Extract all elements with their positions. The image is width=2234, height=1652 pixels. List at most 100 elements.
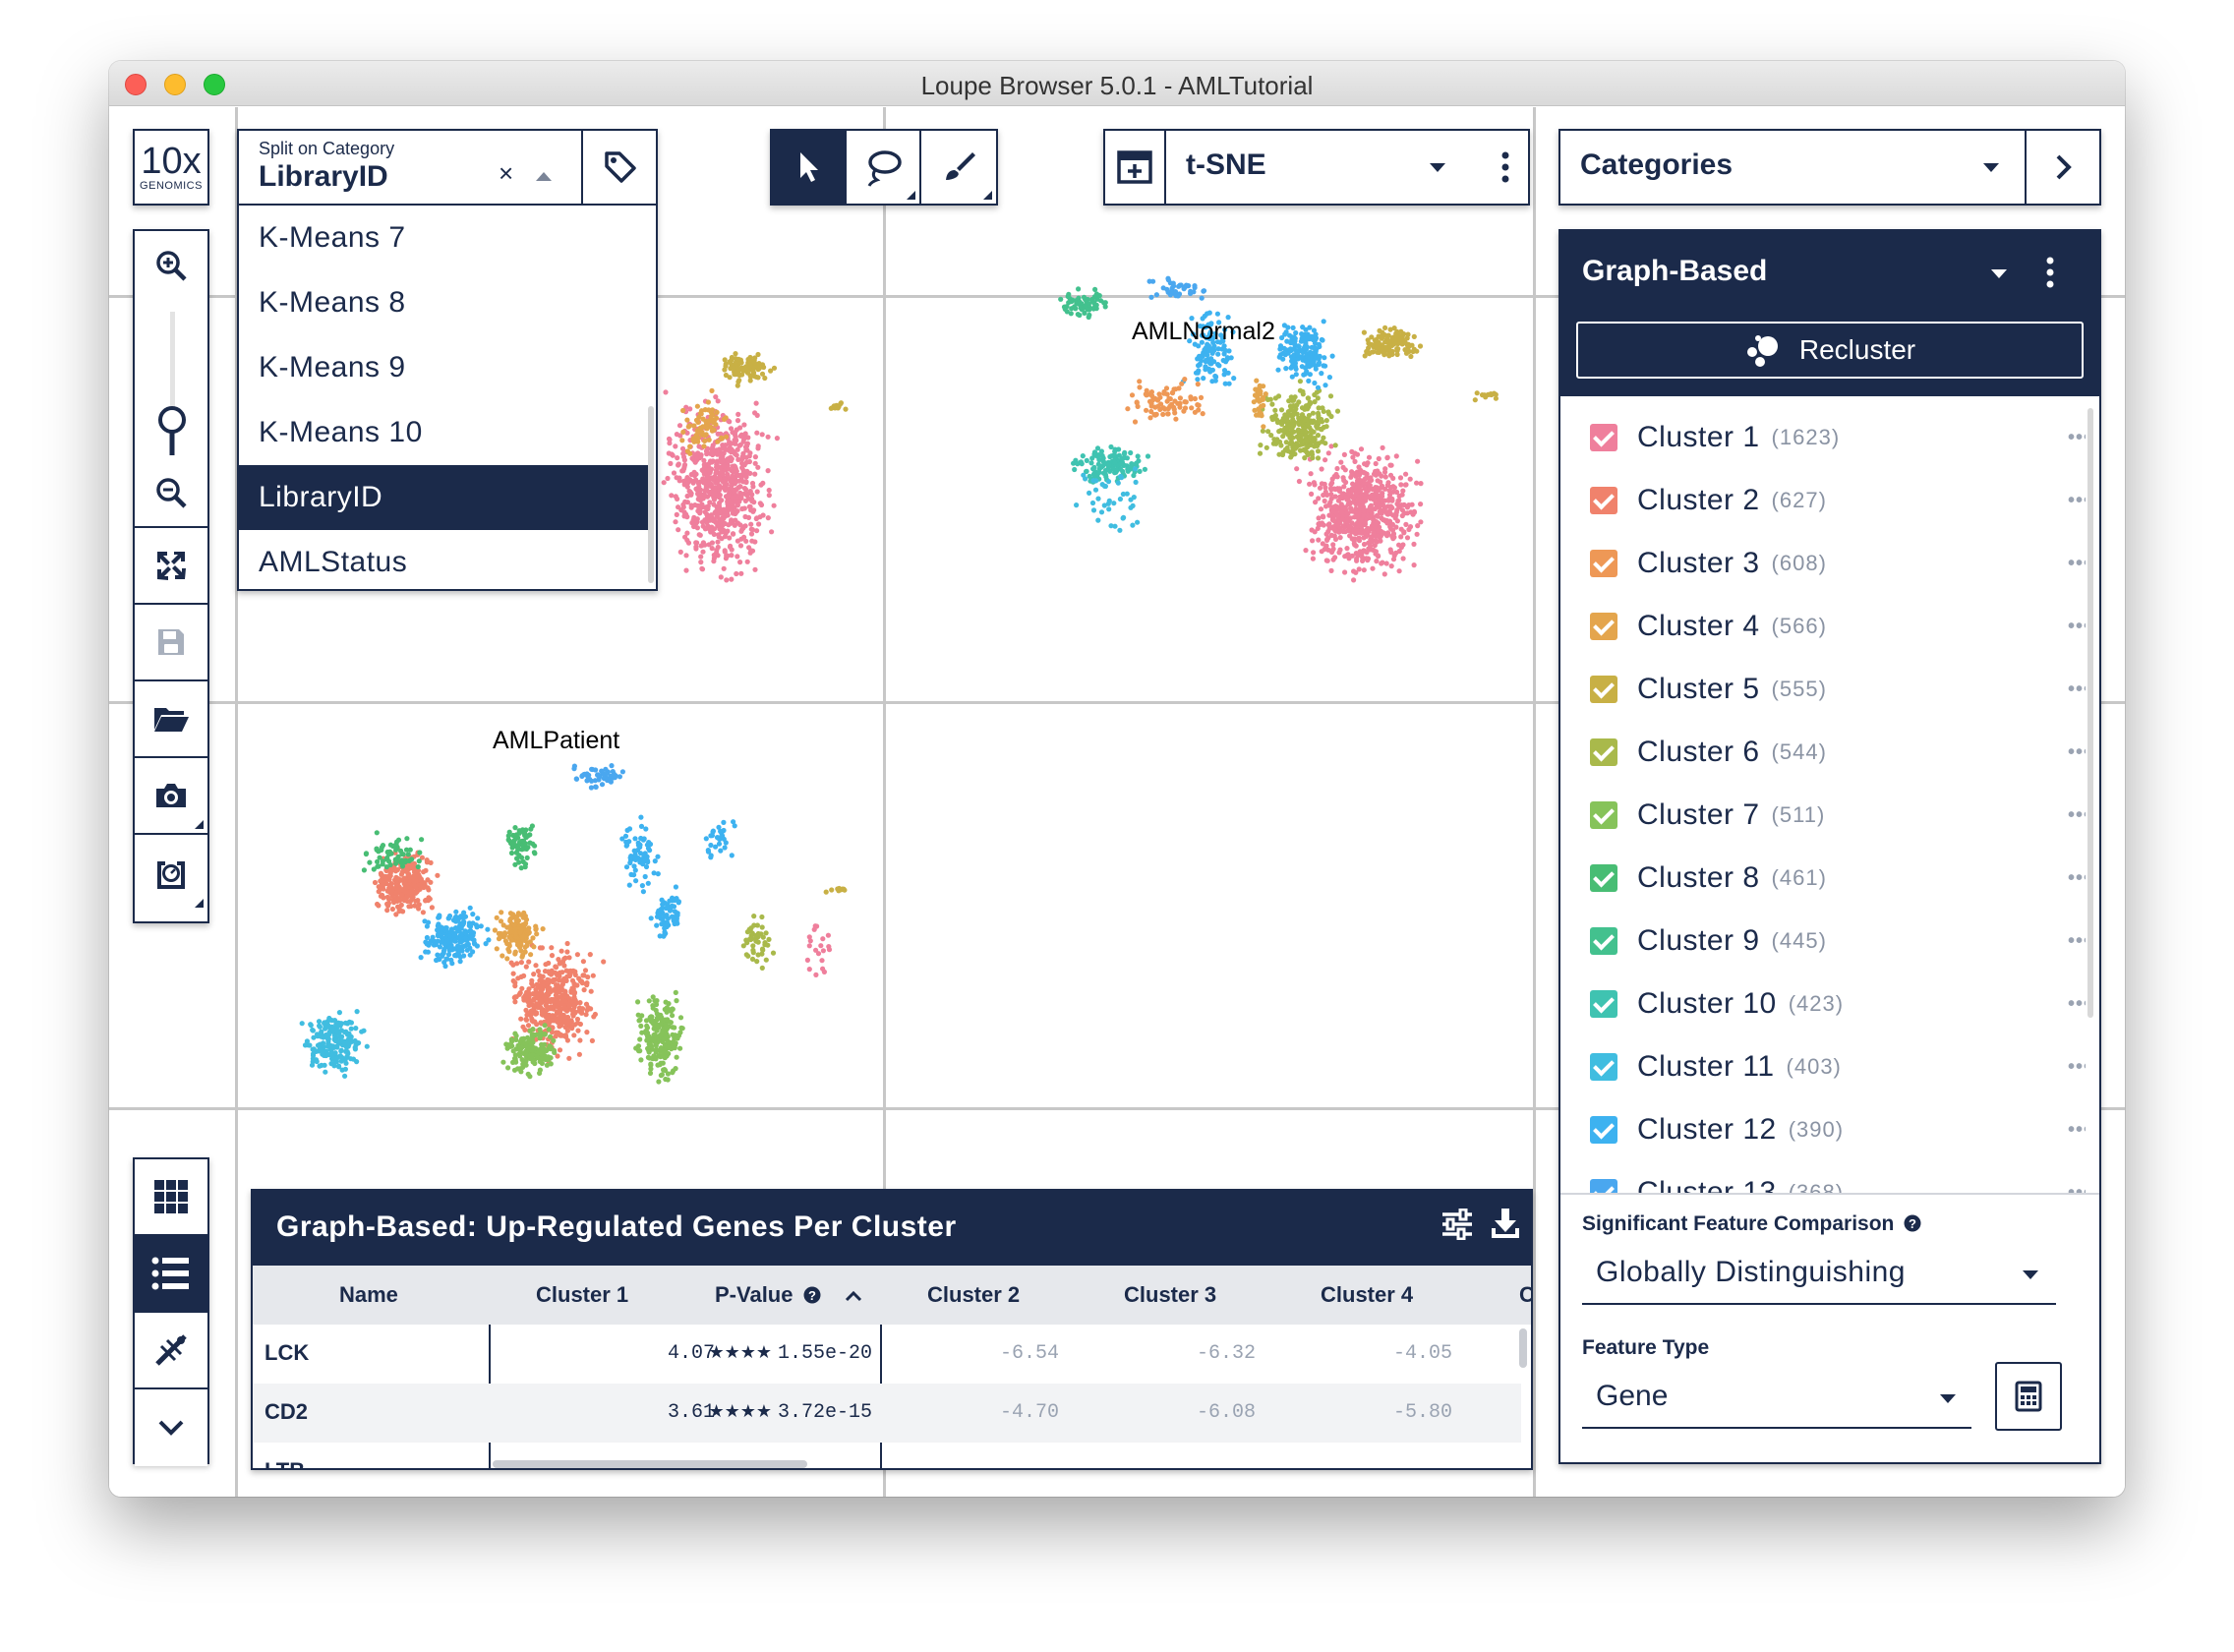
cluster-checkbox[interactable] — [1590, 424, 1617, 451]
zoom-out-button[interactable] — [135, 459, 207, 528]
cluster-name[interactable]: Cluster 1 — [1637, 421, 1760, 453]
cluster-checkbox[interactable] — [1590, 738, 1617, 766]
cluster-row[interactable]: Cluster 2 (627) ••• — [1590, 469, 2086, 532]
more-options-icon[interactable]: ••• — [2067, 803, 2086, 826]
cluster-name[interactable]: Cluster 6 — [1637, 736, 1760, 768]
pointer-tool-button[interactable] — [772, 131, 847, 204]
table-vertical-scrollbar[interactable] — [1519, 1328, 1527, 1368]
kebab-menu-icon[interactable] — [2046, 257, 2054, 288]
cluster-row[interactable]: Cluster 12 (390) ••• — [1590, 1098, 2086, 1161]
cluster-row[interactable]: Cluster 4 (566) ••• — [1590, 595, 2086, 658]
help-icon[interactable]: ? — [803, 1286, 821, 1304]
filter-sliders-icon[interactable] — [1440, 1209, 1474, 1240]
sig-comparison-select[interactable]: Globally Distinguishing — [1582, 1244, 2056, 1305]
cluster-row[interactable]: Cluster 10 (423) ••• — [1590, 973, 2086, 1035]
cluster-name[interactable]: Cluster 12 — [1637, 1113, 1777, 1146]
cluster-row[interactable]: Cluster 9 (445) ••• — [1590, 910, 2086, 973]
split-category-select[interactable]: Split on Category LibraryID × — [239, 131, 583, 206]
cluster-name[interactable]: Cluster 7 — [1637, 798, 1760, 831]
col-header-cluster1[interactable]: Cluster 1 — [536, 1282, 629, 1307]
cluster-checkbox[interactable] — [1590, 676, 1617, 703]
cluster-row[interactable]: Cluster 11 (403) ••• — [1590, 1035, 2086, 1098]
minimize-window-button[interactable] — [164, 74, 186, 95]
grid-view-button[interactable] — [135, 1159, 207, 1236]
cluster-name[interactable]: Cluster 9 — [1637, 924, 1760, 957]
collapse-button[interactable] — [135, 1389, 207, 1466]
screenshot-button[interactable] — [135, 758, 207, 835]
split-option-selected[interactable]: LibraryID — [239, 465, 648, 530]
cluster-name[interactable]: Cluster 10 — [1637, 987, 1777, 1020]
collapse-panel-button[interactable] — [2027, 131, 2101, 204]
genomic-tools-button[interactable] — [135, 1313, 207, 1389]
cluster-checkbox[interactable] — [1590, 1179, 1617, 1193]
caret-up-icon[interactable] — [534, 170, 554, 182]
cluster-name[interactable]: Cluster 4 — [1637, 610, 1760, 642]
table-horizontal-scrollbar[interactable] — [493, 1460, 807, 1468]
more-options-icon[interactable]: ••• — [2067, 866, 2086, 889]
cluster-checkbox[interactable] — [1590, 487, 1617, 514]
more-options-icon[interactable]: ••• — [2067, 1118, 2086, 1141]
close-window-button[interactable] — [125, 74, 147, 95]
cluster-checkbox[interactable] — [1590, 927, 1617, 955]
cluster-checkbox[interactable] — [1590, 864, 1617, 892]
open-folder-button[interactable] — [135, 681, 207, 758]
feature-type-select[interactable]: Gene — [1582, 1368, 1971, 1429]
cluster-name[interactable]: Cluster 5 — [1637, 673, 1760, 705]
zoom-window-button[interactable] — [204, 74, 225, 95]
cluster-checkbox[interactable] — [1590, 990, 1617, 1018]
cluster-name[interactable]: Cluster 13 — [1637, 1176, 1777, 1193]
col-header-cluster2[interactable]: Cluster 2 — [927, 1282, 1021, 1307]
download-icon[interactable] — [1490, 1207, 1521, 1240]
add-projection-button[interactable] — [1105, 131, 1166, 204]
cluster-list-scrollbar[interactable] — [2087, 408, 2093, 1018]
col-header-cluster4[interactable]: Cluster 4 — [1321, 1282, 1414, 1307]
zoom-slider-handle[interactable] — [156, 404, 188, 459]
cluster-name[interactable]: Cluster 8 — [1637, 861, 1760, 894]
cluster-row[interactable]: Cluster 6 (544) ••• — [1590, 721, 2086, 784]
table-row[interactable]: LCK 4.07 ★★★★ 1.55e-20 -6.54 -6.32 -4.05 — [253, 1325, 1521, 1384]
cluster-row[interactable]: Cluster 5 (555) ••• — [1590, 658, 2086, 721]
table-row[interactable]: LTB — [253, 1443, 1521, 1468]
tsne-plots[interactable] — [109, 107, 2125, 1497]
more-options-icon[interactable]: ••• — [2067, 615, 2086, 637]
col-header-cluster3[interactable]: Cluster 3 — [1124, 1282, 1217, 1307]
zoom-slider-track[interactable] — [170, 312, 175, 410]
cluster-name[interactable]: Cluster 3 — [1637, 547, 1760, 579]
lasso-tool-button[interactable] — [847, 131, 921, 204]
cluster-name[interactable]: Cluster 11 — [1637, 1050, 1775, 1083]
col-header-cluster5[interactable]: C — [1519, 1282, 1531, 1308]
more-options-icon[interactable]: ••• — [2067, 1181, 2086, 1194]
help-icon[interactable]: ? — [1904, 1214, 1921, 1232]
caret-down-icon[interactable] — [1989, 268, 2009, 280]
split-option[interactable]: K-Means 7 — [259, 221, 406, 254]
clear-selection-button[interactable]: × — [499, 158, 514, 188]
cluster-row[interactable]: Cluster 3 (608) ••• — [1590, 532, 2086, 595]
cluster-name[interactable]: Cluster 2 — [1637, 484, 1760, 516]
group-title[interactable]: Graph-Based — [1582, 255, 1768, 287]
list-view-button[interactable] — [135, 1236, 207, 1313]
split-option[interactable]: K-Means 8 — [259, 286, 406, 319]
more-options-icon[interactable]: ••• — [2067, 929, 2086, 952]
cluster-checkbox[interactable] — [1590, 801, 1617, 829]
table-row[interactable]: CD2 3.61 ★★★★ 3.72e-15 -4.70 -6.08 -5.80 — [253, 1384, 1521, 1443]
cluster-row[interactable]: Cluster 1 (1623) ••• — [1590, 406, 2086, 469]
recluster-button[interactable]: Recluster — [1576, 322, 2084, 379]
fit-view-button[interactable] — [135, 528, 207, 605]
options-scrollbar[interactable] — [648, 406, 654, 583]
cluster-row[interactable]: Cluster 8 (461) ••• — [1590, 847, 2086, 910]
more-options-icon[interactable]: ••• — [2067, 1055, 2086, 1078]
brush-tool-button[interactable] — [921, 131, 996, 204]
split-option[interactable]: K-Means 9 — [259, 351, 406, 384]
more-options-icon[interactable]: ••• — [2067, 740, 2086, 763]
cluster-checkbox[interactable] — [1590, 1053, 1617, 1081]
col-header-name[interactable]: Name — [339, 1282, 398, 1307]
split-option[interactable]: AMLStatus — [259, 546, 408, 578]
cluster-checkbox[interactable] — [1590, 1116, 1617, 1144]
projection-menu-button[interactable] — [1481, 131, 1530, 204]
cluster-row[interactable]: Cluster 7 (511) ••• — [1590, 784, 2086, 847]
split-option[interactable]: K-Means 10 — [259, 416, 423, 448]
tag-button[interactable] — [583, 131, 658, 206]
projection-select[interactable]: t-SNE — [1166, 131, 1481, 204]
more-options-icon[interactable]: ••• — [2067, 552, 2086, 574]
more-options-icon[interactable]: ••• — [2067, 426, 2086, 448]
